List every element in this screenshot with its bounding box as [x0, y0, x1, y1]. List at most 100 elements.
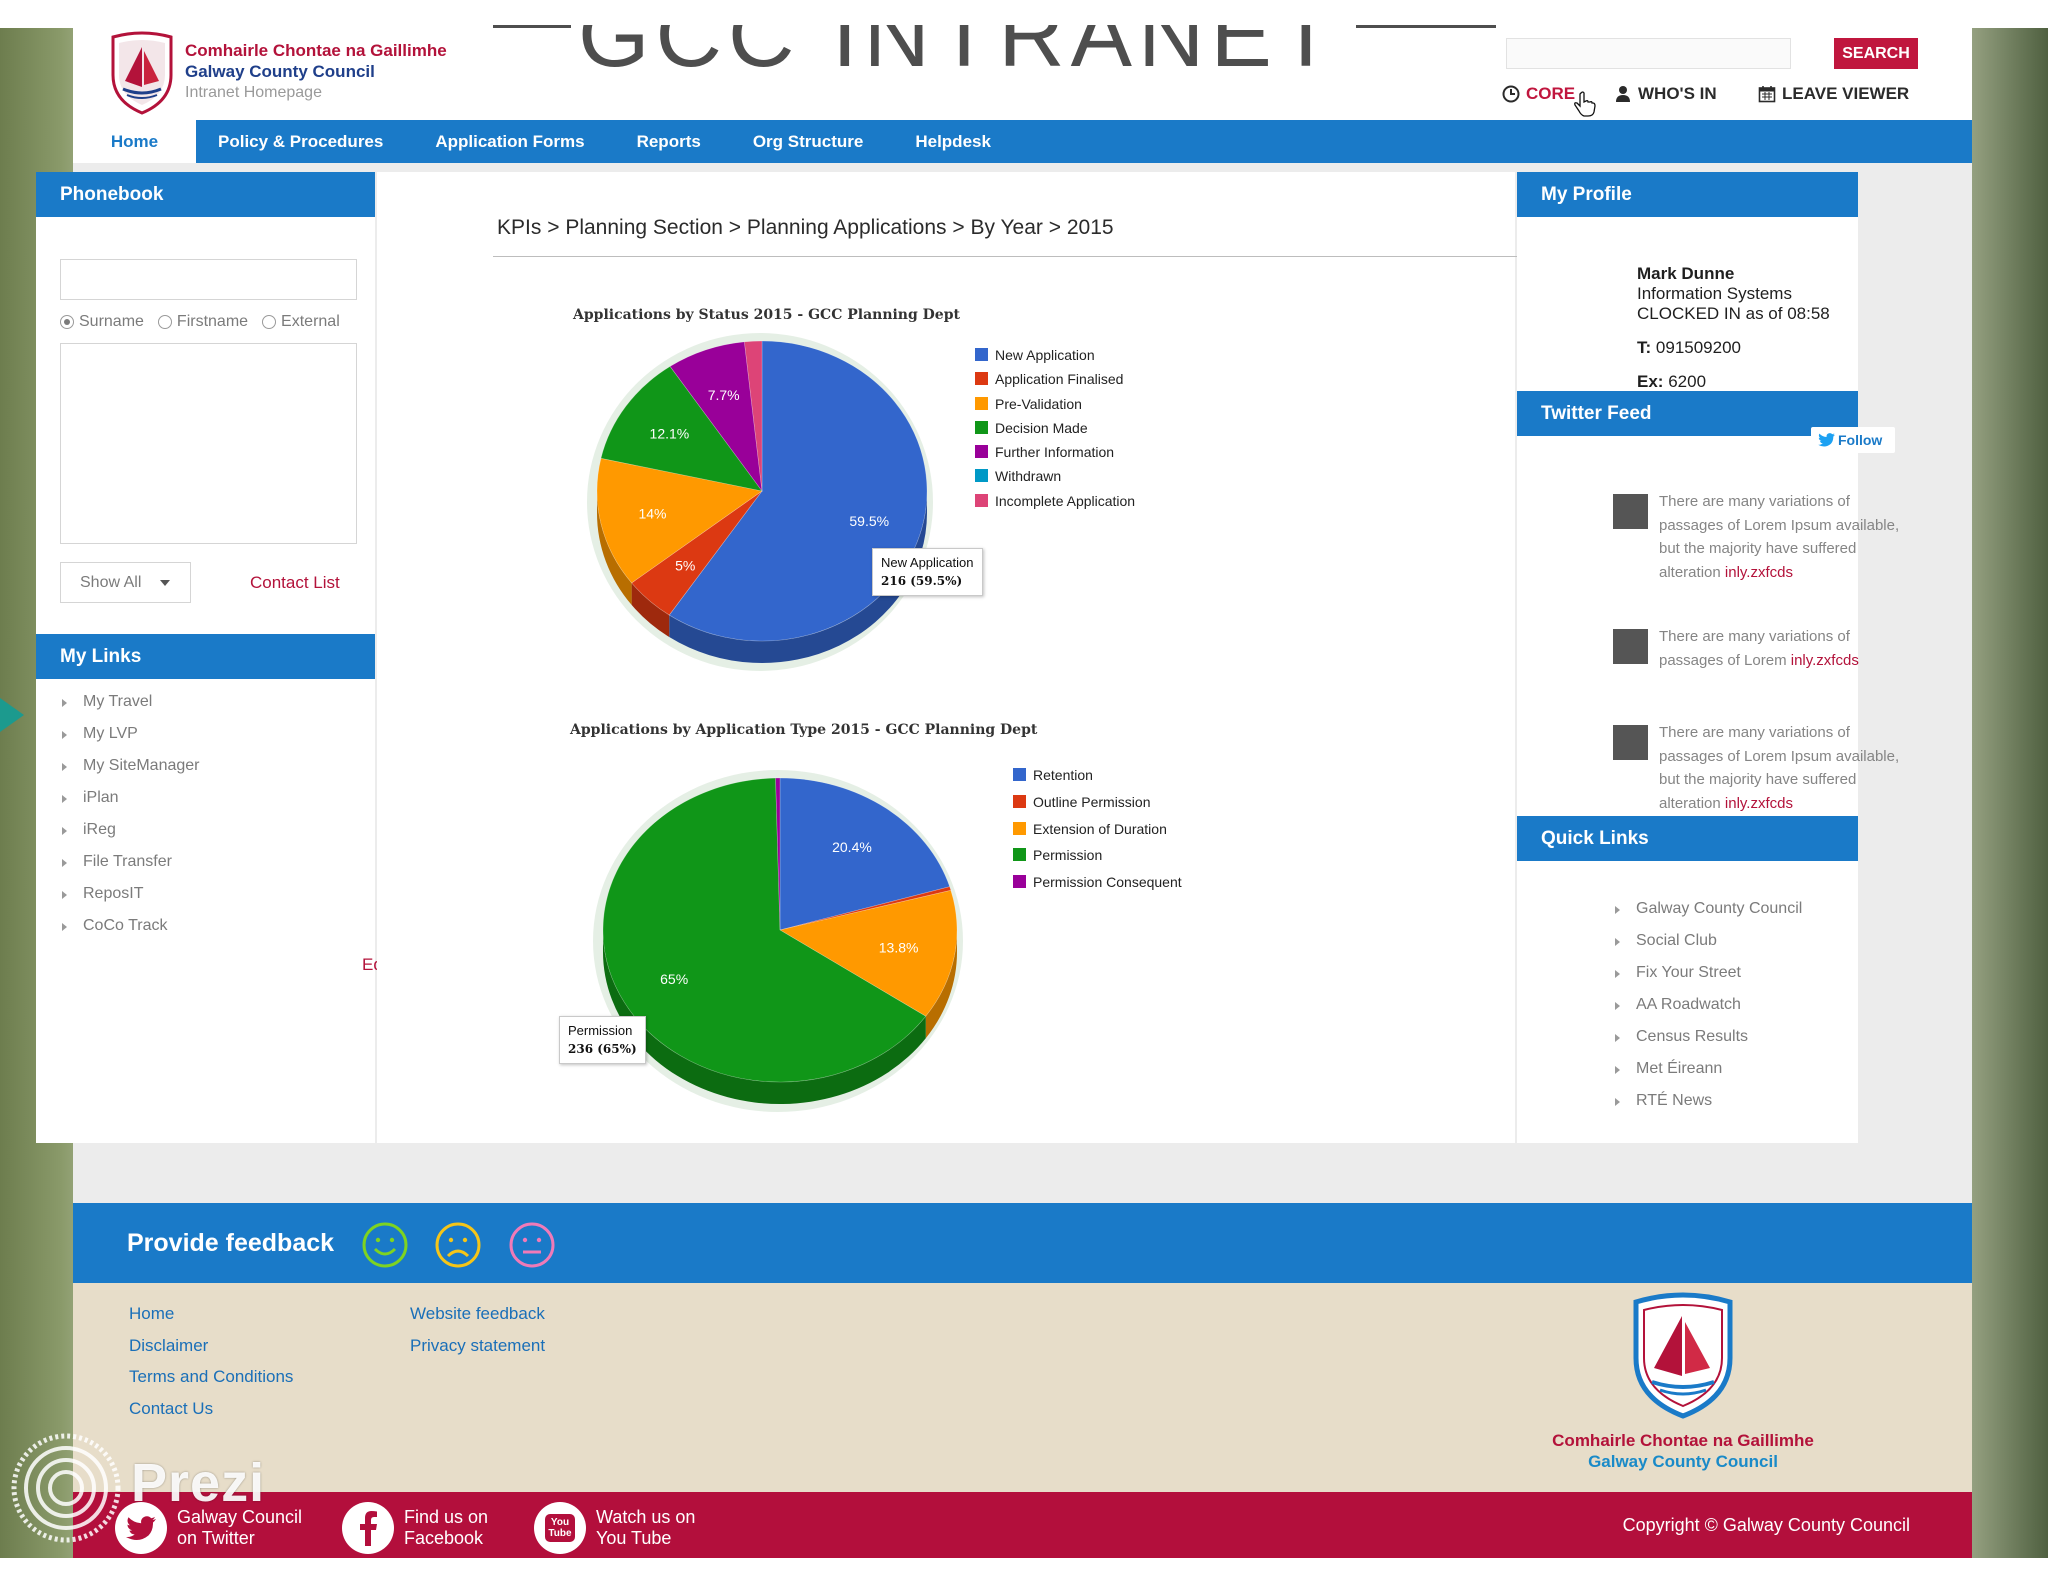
tweet-link[interactable]: inly.zxfcds: [1790, 651, 1859, 669]
council-crest-icon: [111, 31, 173, 115]
my-link-item[interactable]: iReg: [60, 814, 200, 846]
my-link-item[interactable]: ReposIT: [60, 878, 200, 910]
neutral-face-icon[interactable]: [509, 1222, 555, 1268]
radio-label: Surname: [79, 313, 144, 330]
phonebook-search-input[interactable]: [60, 259, 357, 300]
legend-item[interactable]: Further Information: [975, 440, 1135, 464]
legend-swatch: [975, 420, 988, 434]
quick-link-item[interactable]: Census Results: [1613, 1021, 1802, 1053]
social-line: Galway Council: [177, 1507, 303, 1527]
legend-item[interactable]: Incomplete Application: [975, 489, 1135, 513]
core-link[interactable]: CORE: [1502, 82, 1575, 106]
footer-link[interactable]: Home: [129, 1304, 175, 1323]
radio-external[interactable]: External: [262, 313, 340, 331]
legend-item[interactable]: Pre-Validation: [975, 392, 1135, 416]
ext-label: Ex:: [1637, 372, 1664, 391]
legend-label: Application Finalised: [995, 371, 1124, 388]
breadcrumb-item[interactable]: Planning Section: [565, 216, 723, 239]
legend-item[interactable]: Retention: [1013, 762, 1182, 789]
quick-link-item[interactable]: Fix Your Street: [1613, 957, 1802, 989]
twitter-follow-button[interactable]: Follow: [1811, 427, 1895, 453]
council-wordmark[interactable]: Comhairle Chontae na Gaillimhe Galway Co…: [185, 40, 447, 103]
legend-item[interactable]: Decision Made: [975, 416, 1135, 440]
quick-link-item[interactable]: AA Roadwatch: [1613, 989, 1802, 1021]
breadcrumb-item[interactable]: KPIs: [497, 216, 542, 239]
nav-reports[interactable]: Reports: [636, 132, 701, 151]
legend-item[interactable]: Outline Permission: [1013, 789, 1182, 816]
show-all-label: Show All: [80, 574, 142, 591]
tweet-avatar: [1613, 725, 1648, 760]
feedback-band: Provide feedback: [73, 1203, 1972, 1283]
quick-links-list: Galway County Council Social Club Fix Yo…: [1613, 893, 1802, 1117]
main-nav: Home Policy & Procedures Application For…: [73, 120, 1972, 163]
my-links-header: My Links: [36, 634, 375, 679]
quick-link-item[interactable]: Met Éireann: [1613, 1053, 1802, 1085]
legend-item[interactable]: Application Finalised: [975, 367, 1135, 391]
twitter-feed-header: Twitter Feed: [1517, 391, 1858, 436]
contact-list-link[interactable]: Contact List: [250, 573, 340, 592]
nav-home[interactable]: Home: [73, 120, 196, 163]
leave-viewer-label: LEAVE VIEWER: [1782, 84, 1910, 103]
legend-label: Decision Made: [995, 419, 1088, 436]
tweet-link[interactable]: inly.zxfcds: [1724, 794, 1793, 812]
legend-label: Incomplete Application: [995, 492, 1136, 509]
tweet-body: There are many variations of passages of…: [1659, 493, 1900, 581]
breadcrumb-item[interactable]: Planning Applications: [746, 216, 947, 239]
footer-link[interactable]: Contact Us: [129, 1398, 214, 1418]
quick-link-item[interactable]: RTÉ News: [1613, 1085, 1802, 1117]
page-top-strip: [0, 0, 2048, 28]
quick-link-item[interactable]: Galway County Council: [1613, 893, 1802, 925]
legend-item[interactable]: Permission Consequent: [1013, 869, 1182, 896]
leave-viewer-link[interactable]: LEAVE VIEWER: [1758, 82, 1909, 106]
tweet-text: There are many variations of passages of…: [1659, 625, 1904, 672]
left-arrow-icon[interactable]: [0, 698, 24, 732]
show-all-dropdown[interactable]: Show All: [60, 562, 191, 603]
radio-label: External: [281, 313, 340, 330]
breadcrumb-item[interactable]: By Year: [970, 216, 1043, 239]
social-line: Watch us on: [596, 1507, 696, 1527]
quick-link-item[interactable]: Social Club: [1613, 925, 1802, 957]
my-link-item[interactable]: My LVP: [60, 718, 200, 750]
my-link-item[interactable]: iPlan: [60, 782, 200, 814]
search-button[interactable]: SEARCH: [1834, 38, 1918, 69]
site-header: Comhairle Chontae na Gaillimhe Galway Co…: [73, 25, 1972, 120]
youtube-social-link[interactable]: You Tube Watch us on You Tube: [534, 1502, 695, 1554]
social-bar: Galway Council on Twitter Find us on Faceb…: [73, 1492, 1972, 1558]
follow-label: Follow: [1838, 432, 1883, 448]
breadcrumb: KPIs > Planning Section > Planning Appli…: [497, 216, 1114, 240]
nav-helpdesk[interactable]: Helpdesk: [915, 132, 991, 151]
my-link-item[interactable]: CoCo Track: [60, 910, 200, 942]
footer-crest-irish: Comhairle Chontae na Gaillimhe: [1552, 1431, 1814, 1450]
tweet-body: There are many variations of passages of…: [1659, 724, 1900, 812]
radio-firstname[interactable]: Firstname: [157, 313, 248, 331]
facebook-f-icon: [360, 1511, 377, 1546]
my-link-item[interactable]: My Travel: [60, 686, 200, 718]
youtube-icon-text: You Tube: [545, 1514, 575, 1542]
tooltip-label: Permission: [568, 1023, 633, 1038]
footer-link[interactable]: Terms and Conditions: [129, 1367, 294, 1386]
nav-application-forms[interactable]: Application Forms: [435, 132, 585, 151]
my-link-item[interactable]: File Transfer: [60, 846, 200, 878]
legend-item[interactable]: New Application: [975, 343, 1135, 367]
footer-link[interactable]: Website feedback: [410, 1304, 545, 1323]
type-chart-title: Applications by Application Type 2015 - …: [570, 722, 1038, 738]
happy-face-icon[interactable]: [362, 1222, 408, 1268]
nav-policy-procedures[interactable]: Policy & Procedures: [218, 132, 384, 151]
whos-in-link[interactable]: WHO'S IN: [1614, 82, 1717, 106]
legend-item[interactable]: Permission: [1013, 842, 1182, 869]
tweet-link[interactable]: inly.zxfcds: [1724, 563, 1793, 581]
facebook-social-link[interactable]: Find us on Facebook: [342, 1502, 488, 1554]
my-link-item[interactable]: My SiteManager: [60, 750, 200, 782]
sad-face-icon[interactable]: [435, 1222, 481, 1268]
twitter-social-link[interactable]: Galway Council on Twitter: [115, 1502, 302, 1554]
type-chart-legend: Retention Outline Permission Extension o…: [1013, 762, 1182, 896]
calendar-icon: [1758, 86, 1776, 103]
nav-org-structure[interactable]: Org Structure: [752, 132, 864, 151]
search-input[interactable]: [1506, 38, 1791, 69]
phonebook-results[interactable]: [60, 343, 357, 544]
footer-link[interactable]: Disclaimer: [129, 1335, 209, 1355]
footer-link[interactable]: Privacy statement: [410, 1335, 546, 1355]
radio-surname[interactable]: Surname: [60, 313, 144, 331]
legend-item[interactable]: Extension of Duration: [1013, 816, 1182, 843]
legend-item[interactable]: Withdrawn: [975, 464, 1135, 488]
